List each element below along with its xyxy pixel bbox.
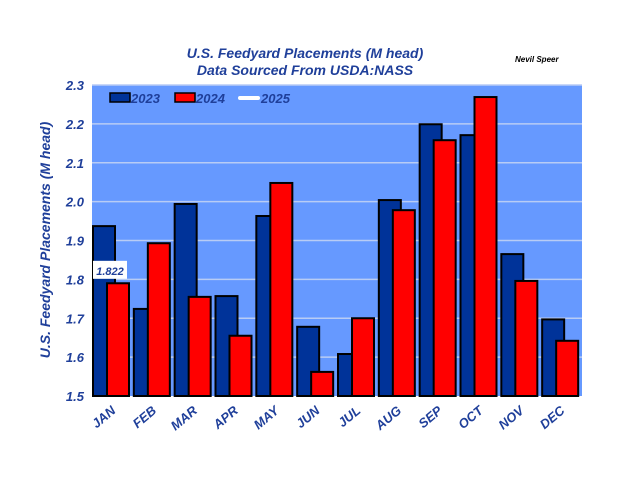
x-tick-label: FEB	[130, 403, 160, 431]
bar-2024-jul	[351, 317, 375, 397]
legend-swatch-2024	[174, 92, 196, 103]
x-tick-label: JUL	[335, 403, 364, 430]
y-tick-label: 2.3	[65, 78, 85, 93]
y-tick-label: 2.1	[65, 156, 84, 171]
chart-subtitle: Data Sourced From USDA:NASS	[197, 62, 414, 78]
credit-text: Nevil Speer	[515, 55, 559, 64]
annotation-box	[93, 260, 127, 279]
x-tick-label: MAY	[251, 402, 283, 432]
bar-2024-jan	[106, 282, 130, 398]
bar-2024-jun	[310, 370, 335, 397]
y-tick-label: 1.9	[66, 234, 85, 249]
y-tick-label: 1.7	[66, 311, 85, 326]
x-tick-label: DEC	[537, 402, 568, 432]
legend-swatch-2023	[109, 92, 131, 103]
y-tick-label: 1.6	[66, 350, 85, 365]
bar-2024-may	[269, 181, 294, 397]
x-tick-label: APR	[209, 402, 241, 432]
bar-2024-apr	[228, 334, 253, 397]
bar-2024-oct	[473, 96, 498, 398]
bar-2024-dec	[555, 339, 580, 397]
bar-2024-mar	[187, 295, 212, 397]
bar-2024-feb	[146, 242, 171, 397]
y-tick-label: 1.5	[66, 389, 85, 404]
y-tick-label: 2.2	[65, 117, 85, 132]
annotation-label: 1.822	[96, 266, 124, 278]
y-tick-label: 1.8	[66, 272, 85, 287]
x-tick-label: OCT	[455, 402, 486, 432]
chart-title: U.S. Feedyard Placements (M head)	[187, 45, 424, 61]
legend-label-2024: 2024	[195, 91, 226, 106]
bar-2024-aug	[391, 209, 416, 397]
x-tick-label: JUN	[293, 402, 323, 431]
bar-2024-sep	[432, 139, 457, 397]
x-tick-label: SEP	[415, 403, 445, 431]
y-axis-label: U.S. Feedyard Placements (M head)	[37, 121, 53, 358]
legend-label-2025: 2025	[260, 91, 291, 106]
x-tick-label: NOV	[495, 402, 527, 432]
x-tick-label: MAR	[168, 402, 201, 433]
legend-label-2023: 2023	[130, 91, 161, 106]
x-tick-label: JAN	[89, 402, 119, 431]
bar-2024-nov	[514, 279, 539, 397]
y-tick-label: 2.0	[65, 195, 85, 210]
x-tick-label: AUG	[372, 403, 405, 434]
